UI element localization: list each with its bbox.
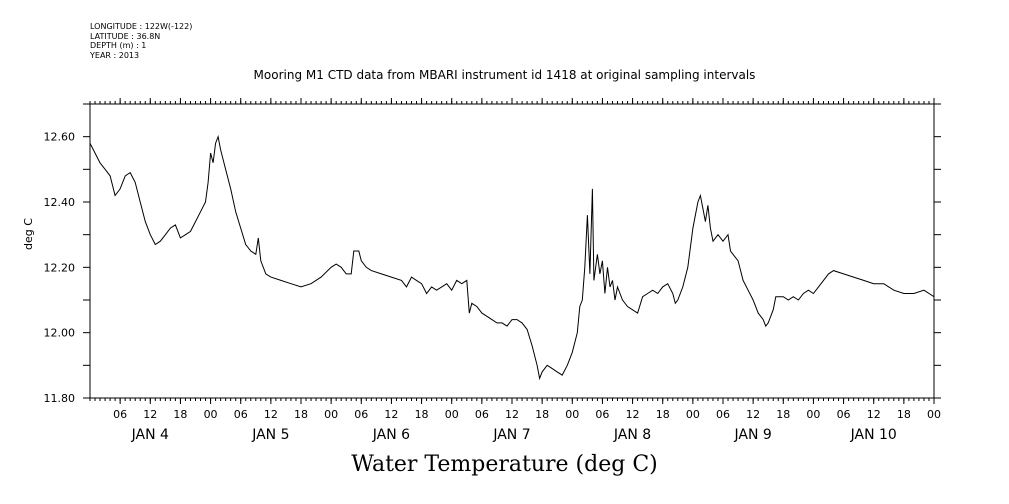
x-tick-label: 06 bbox=[595, 408, 609, 421]
y-tick-label: 12.00 bbox=[44, 327, 76, 340]
y-tick-label: 12.20 bbox=[44, 261, 76, 274]
x-tick-label: 06 bbox=[354, 408, 368, 421]
x-tick-label: 18 bbox=[776, 408, 790, 421]
plot-frame bbox=[89, 103, 935, 399]
x-tick-label: 18 bbox=[294, 408, 308, 421]
x-day-label: JAN 5 bbox=[251, 427, 289, 443]
data-series-line bbox=[89, 134, 935, 381]
latitude-label: LATITUDE : 36.8N bbox=[90, 31, 161, 41]
x-tick-label: 00 bbox=[927, 408, 941, 421]
x-day-label: JAN 10 bbox=[850, 427, 897, 443]
x-tick-label: 12 bbox=[264, 408, 278, 421]
x-tick-label: 18 bbox=[415, 408, 429, 421]
x-tick-label: 12 bbox=[626, 408, 640, 421]
x-tick-label: 00 bbox=[445, 408, 459, 421]
x-tick-label: 06 bbox=[113, 408, 127, 421]
x-tick-label: 06 bbox=[234, 408, 248, 421]
x-day-label: JAN 8 bbox=[613, 427, 651, 443]
x-tick-label: 12 bbox=[867, 408, 881, 421]
x-axis-title: Water Temperature (deg C) bbox=[351, 452, 658, 477]
x-tick-label: 00 bbox=[686, 408, 700, 421]
x-tick-label: 06 bbox=[475, 408, 489, 421]
y-tick-label: 11.80 bbox=[44, 392, 76, 405]
x-tick-label: 00 bbox=[324, 408, 338, 421]
x-day-label: JAN 4 bbox=[131, 427, 169, 443]
x-tick-label: 12 bbox=[505, 408, 519, 421]
x-tick-label: 00 bbox=[204, 408, 218, 421]
x-tick-label: 12 bbox=[384, 408, 398, 421]
x-tick-label: 12 bbox=[746, 408, 760, 421]
y-tick-label: 12.60 bbox=[44, 131, 76, 144]
x-tick-label: 00 bbox=[565, 408, 579, 421]
x-day-label: JAN 7 bbox=[492, 427, 530, 443]
x-day-label: JAN 9 bbox=[733, 427, 771, 443]
x-tick-label: 12 bbox=[143, 408, 157, 421]
y-tick-label: 12.40 bbox=[44, 196, 76, 209]
year-label: YEAR : 2013 bbox=[90, 50, 140, 60]
x-tick-label: 00 bbox=[806, 408, 820, 421]
chart-title: Mooring M1 CTD data from MBARI instrumen… bbox=[253, 68, 756, 82]
x-tick-label: 18 bbox=[173, 408, 187, 421]
x-tick-label: 06 bbox=[837, 408, 851, 421]
x-tick-label: 18 bbox=[535, 408, 549, 421]
x-tick-label: 06 bbox=[716, 408, 730, 421]
longitude-label: LONGITUDE : 122W(-122) bbox=[90, 22, 193, 31]
depth-label: DEPTH (m) : 1 bbox=[90, 41, 147, 50]
x-tick-label: 18 bbox=[656, 408, 670, 421]
metadata-block: LONGITUDE : 122W(-122) LATITUDE : 36.8N … bbox=[90, 22, 192, 60]
x-day-label: JAN 6 bbox=[372, 427, 410, 443]
x-tick-label: 18 bbox=[897, 408, 911, 421]
